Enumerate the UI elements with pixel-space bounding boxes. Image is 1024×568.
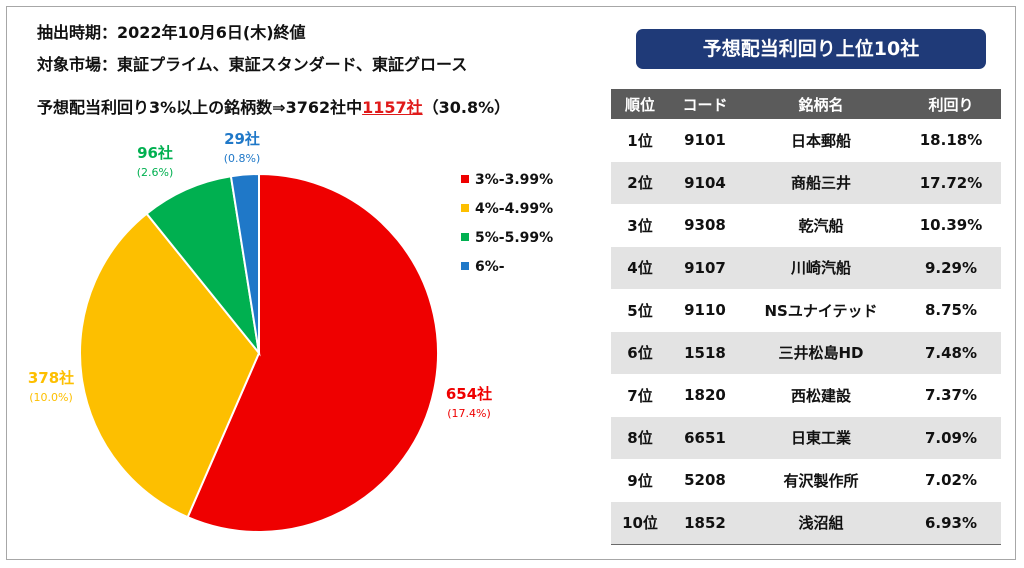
ranking-header-row: 順位 コード 銘柄名 利回り bbox=[611, 89, 1001, 119]
legend-swatch bbox=[461, 175, 469, 183]
name-cell: 西松建設 bbox=[741, 374, 901, 417]
name-cell: 川崎汽船 bbox=[741, 246, 901, 289]
code-cell: 1518 bbox=[669, 331, 741, 374]
name-cell: 日東工業 bbox=[741, 416, 901, 459]
yield-cell: 8.75% bbox=[901, 289, 1001, 332]
ranking-title: 予想配当利回り上位10社 bbox=[636, 29, 986, 69]
legend-label: 4%-4.99% bbox=[475, 201, 553, 217]
code-cell: 9107 bbox=[669, 246, 741, 289]
slice-count-label: 378社 bbox=[28, 369, 74, 387]
legend-label: 6%- bbox=[475, 259, 505, 275]
code-cell: 6651 bbox=[669, 416, 741, 459]
table-row: 2位 9104 商船三井 17.72% bbox=[611, 161, 1001, 204]
code-cell: 9110 bbox=[669, 289, 741, 332]
legend-label: 5%-5.99% bbox=[475, 230, 553, 246]
table-row: 5位 9110 NSユナイテッド 8.75% bbox=[611, 289, 1001, 332]
yield-cell: 6.93% bbox=[901, 501, 1001, 545]
legend-swatch bbox=[461, 262, 469, 270]
slice-count-label: 654社 bbox=[446, 385, 492, 403]
name-cell: 三井松島HD bbox=[741, 331, 901, 374]
code-cell: 1852 bbox=[669, 501, 741, 545]
col-header-code: コード bbox=[669, 89, 741, 119]
rank-cell: 10位 bbox=[611, 501, 669, 545]
rank-cell: 3位 bbox=[611, 204, 669, 247]
table-row: 3位 9308 乾汽船 10.39% bbox=[611, 204, 1001, 247]
legend-swatch bbox=[461, 204, 469, 212]
yield-cell: 7.48% bbox=[901, 331, 1001, 374]
yield-cell: 18.18% bbox=[901, 119, 1001, 162]
summary-prefix: 予想配当利回り3%以上の銘柄数⇒3762社中 bbox=[37, 98, 363, 117]
yield-cell: 7.37% bbox=[901, 374, 1001, 417]
yield-cell: 9.29% bbox=[901, 246, 1001, 289]
slice-share-label: (2.6%) bbox=[137, 166, 174, 179]
rank-cell: 5位 bbox=[611, 289, 669, 332]
col-header-name: 銘柄名 bbox=[741, 89, 901, 119]
yield-cell: 7.09% bbox=[901, 416, 1001, 459]
pie-slice bbox=[229, 172, 260, 354]
code-cell: 5208 bbox=[669, 459, 741, 502]
rank-cell: 4位 bbox=[611, 246, 669, 289]
pie-labels: 654社 (17.4%) 378社 (10.0%) 96社 (2.6%) 29社 (0.8%) bbox=[28, 130, 492, 420]
legend-swatch bbox=[461, 233, 469, 241]
rank-cell: 8位 bbox=[611, 416, 669, 459]
slice-count-label: 96社 bbox=[137, 144, 173, 162]
name-cell: 日本郵船 bbox=[741, 119, 901, 162]
rank-cell: 1位 bbox=[611, 119, 669, 162]
table-row: 4位 9107 川崎汽船 9.29% bbox=[611, 246, 1001, 289]
code-cell: 9308 bbox=[669, 204, 741, 247]
table-row: 6位 1518 三井松島HD 7.48% bbox=[611, 331, 1001, 374]
summary-line: 予想配当利回り3%以上の銘柄数⇒3762社中1157社（30.8%） bbox=[37, 98, 510, 118]
name-cell: 乾汽船 bbox=[741, 204, 901, 247]
name-cell: 有沢製作所 bbox=[741, 459, 901, 502]
name-cell: 商船三井 bbox=[741, 161, 901, 204]
target-markets: 対象市場：東証プライム、東証スタンダード、東証グロース bbox=[37, 55, 468, 74]
table-row: 10位 1852 浅沼組 6.93% bbox=[611, 501, 1001, 545]
slice-share-label: (17.4%) bbox=[447, 407, 491, 420]
rank-cell: 9位 bbox=[611, 459, 669, 502]
rank-cell: 6位 bbox=[611, 331, 669, 374]
rank-cell: 2位 bbox=[611, 161, 669, 204]
table-row: 7位 1820 西松建設 7.37% bbox=[611, 374, 1001, 417]
code-cell: 9104 bbox=[669, 161, 741, 204]
yield-cell: 7.02% bbox=[901, 459, 1001, 502]
summary-highlight: 1157社 bbox=[362, 98, 423, 117]
yield-cell: 17.72% bbox=[901, 161, 1001, 204]
slice-share-label: (0.8%) bbox=[224, 152, 261, 165]
col-header-rank: 順位 bbox=[611, 89, 669, 119]
code-cell: 1820 bbox=[669, 374, 741, 417]
slice-share-label: (10.0%) bbox=[29, 391, 73, 404]
table-row: 1位 9101 日本郵船 18.18% bbox=[611, 119, 1001, 162]
summary-suffix: （30.8%） bbox=[422, 98, 511, 117]
pie-slice bbox=[145, 175, 261, 357]
table-row: 8位 6651 日東工業 7.09% bbox=[611, 416, 1001, 459]
pie-slice bbox=[186, 172, 439, 533]
pie-legend: 3%-3.99% 4%-4.99% 5%-5.99% 6%- bbox=[461, 172, 553, 275]
table-row: 9位 5208 有沢製作所 7.02% bbox=[611, 459, 1001, 502]
extraction-date: 抽出時期：2022年10月6日(木)終値 bbox=[37, 23, 306, 42]
rank-cell: 7位 bbox=[611, 374, 669, 417]
ranking-table: 順位 コード 銘柄名 利回り 1位 9101 日本郵船 18.18% 2位 9104 商船… bbox=[611, 89, 1001, 545]
name-cell: NSユナイテッド bbox=[741, 289, 901, 332]
slice-count-label: 29社 bbox=[224, 130, 260, 148]
col-header-yield: 利回り bbox=[901, 89, 1001, 119]
name-cell: 浅沼組 bbox=[741, 501, 901, 545]
legend-label: 3%-3.99% bbox=[475, 172, 553, 188]
pie-slices bbox=[79, 172, 439, 533]
chart-frame: 抽出時期：2022年10月6日(木)終値 対象市場：東証プライム、東証スタンダー… bbox=[6, 6, 1016, 560]
pie-chart: 654社 (17.4%) 378社 (10.0%) 96社 (2.6%) 29社 (0.8%)… bbox=[28, 130, 553, 533]
code-cell: 9101 bbox=[669, 119, 741, 162]
yield-cell: 10.39% bbox=[901, 204, 1001, 247]
pie-slice bbox=[79, 212, 261, 519]
